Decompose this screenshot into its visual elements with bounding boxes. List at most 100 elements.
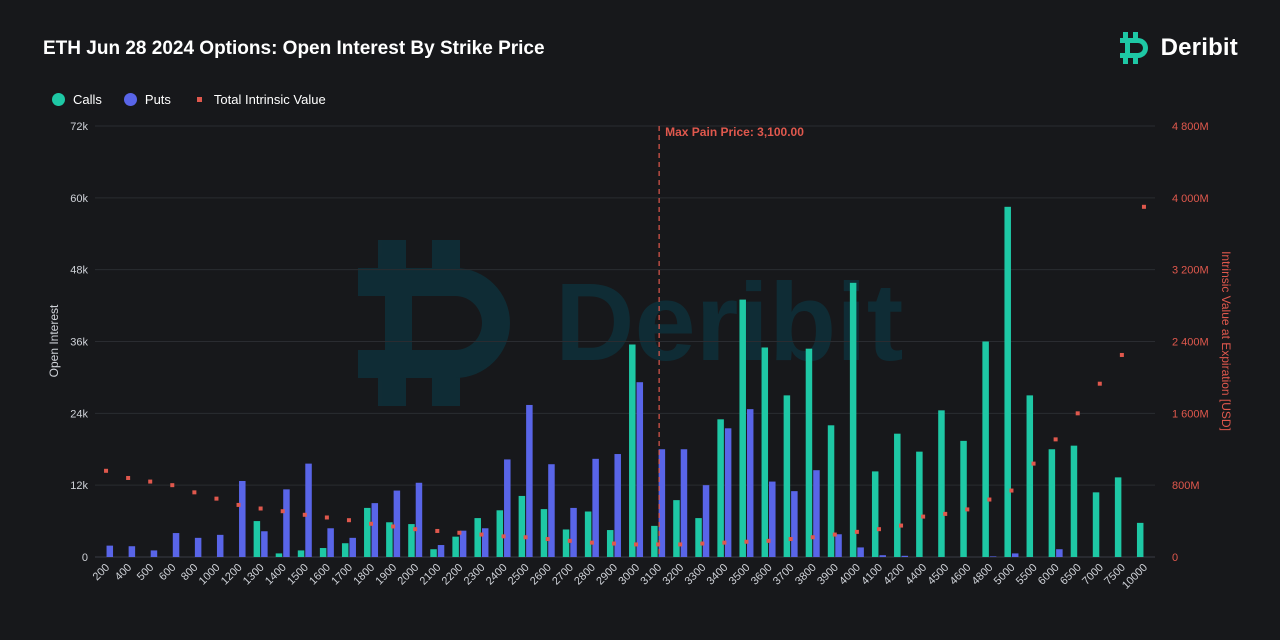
legend-intrinsic-label: Total Intrinsic Value <box>213 92 326 107</box>
puts-bar <box>857 547 864 557</box>
y-tick-label: 12k <box>70 480 88 492</box>
puts-bar <box>504 459 511 557</box>
x-tick-label: 1200 <box>219 562 245 588</box>
calls-bar <box>894 433 901 557</box>
intrinsic-value-point <box>921 514 926 519</box>
x-tick-label: 4600 <box>948 562 974 588</box>
intrinsic-value-point <box>1075 411 1080 416</box>
intrinsic-value-point <box>258 506 263 511</box>
puts-bar <box>769 481 776 557</box>
x-tick-label: 3100 <box>638 562 664 588</box>
intrinsic-value-point <box>391 524 396 529</box>
bar-series <box>106 206 1144 557</box>
intrinsic-value-point <box>589 540 594 545</box>
calls-bar <box>275 553 283 557</box>
legend-item-calls[interactable]: Calls <box>52 92 102 107</box>
max-pain-label: Max Pain Price: 3,100.00 <box>665 125 804 139</box>
calls-bar <box>562 529 570 557</box>
x-tick-label: 1400 <box>263 562 289 588</box>
intrinsic-value-point <box>832 532 837 537</box>
x-tick-label: 3200 <box>661 562 687 588</box>
intrinsic-value-point <box>1141 204 1146 209</box>
y2-axis-label: Intrinsic Value at Expiration [USD] <box>1219 251 1233 431</box>
calls-bar <box>1136 522 1144 557</box>
calls-bar <box>1048 449 1056 557</box>
x-tick-label: 2100 <box>418 562 444 588</box>
x-tick-label: 3000 <box>616 562 642 588</box>
legend-item-puts[interactable]: Puts <box>123 92 171 107</box>
x-tick-label: 4200 <box>881 562 907 588</box>
y-axis-ticks: 0 12k 24k 36k 48k 60k 72k <box>70 121 88 564</box>
puts-bar <box>349 537 356 557</box>
intrinsic-value-point <box>126 475 131 480</box>
x-tick-label: 500 <box>135 562 156 583</box>
x-tick-label: 3600 <box>749 562 775 588</box>
x-tick-label: 3800 <box>793 562 819 588</box>
intrinsic-value-point <box>1097 381 1102 386</box>
intrinsic-value-point <box>435 528 440 533</box>
puts-bar <box>702 485 710 557</box>
puts-bar <box>658 449 666 557</box>
y2-tick-label: 4 800M <box>1172 121 1209 133</box>
intrinsic-value-point <box>148 479 153 484</box>
y2-tick-label: 4 000M <box>1172 193 1209 205</box>
legend-puts-marker <box>123 93 137 106</box>
x-tick-label: 5500 <box>1014 562 1040 588</box>
legend-calls-marker <box>52 93 65 106</box>
calls-bar <box>761 347 769 557</box>
x-tick-label: 600 <box>157 562 178 583</box>
intrinsic-value-point <box>744 539 749 544</box>
x-tick-label: 4800 <box>970 562 996 588</box>
puts-bar <box>106 545 114 557</box>
calls-bar <box>319 548 327 557</box>
intrinsic-value-point <box>943 511 948 516</box>
legend-item-intrinsic[interactable]: Total Intrinsic Value <box>193 92 326 107</box>
intrinsic-value-point <box>280 509 285 514</box>
legend-puts-label: Puts <box>144 92 171 107</box>
intrinsic-value-point <box>656 542 661 547</box>
x-tick-label: 200 <box>91 562 112 583</box>
calls-bar <box>496 510 504 557</box>
watermark: Deribit <box>358 240 903 406</box>
intrinsic-value-point <box>634 542 639 547</box>
puts-bar <box>393 490 401 557</box>
deribit-logo: Deribit <box>1119 30 1238 66</box>
calls-bar <box>518 495 526 557</box>
calls-bar <box>960 440 967 557</box>
calls-bar <box>1092 492 1100 557</box>
intrinsic-value-point <box>899 523 904 528</box>
y2-tick-label: 2 400M <box>1172 337 1209 349</box>
x-tick-label: 1000 <box>197 562 223 588</box>
calls-bar <box>827 425 835 557</box>
calls-bar <box>673 500 680 557</box>
intrinsic-value-point <box>214 496 219 501</box>
intrinsic-value-point <box>501 534 506 539</box>
puts-bar <box>239 480 246 557</box>
x-tick-label: 2400 <box>484 562 510 588</box>
y2-tick-label: 0 <box>1172 552 1178 564</box>
x-tick-label: 2700 <box>550 562 576 588</box>
legend-intrinsic-marker <box>196 97 202 102</box>
puts-bar <box>746 409 754 557</box>
calls-bar <box>1026 395 1034 557</box>
intrinsic-value-point <box>104 468 109 473</box>
calls-bar <box>805 348 813 557</box>
puts-bar <box>1011 553 1019 557</box>
calls-bar <box>938 410 945 557</box>
intrinsic-value-point <box>854 529 859 534</box>
puts-bar <box>172 533 180 557</box>
intrinsic-value-point <box>1031 461 1036 466</box>
y2-tick-label: 800M <box>1172 480 1200 492</box>
watermark-logo-icon <box>358 240 510 406</box>
puts-bar <box>989 556 997 557</box>
intrinsic-value-point <box>1119 352 1124 357</box>
puts-bar <box>371 503 379 557</box>
intrinsic-value-point <box>523 535 528 540</box>
calls-bar <box>1114 477 1122 557</box>
intrinsic-value-point <box>567 538 572 543</box>
calls-bar <box>1004 206 1011 557</box>
watermark-text: Deribit <box>555 261 903 384</box>
puts-bar <box>459 530 467 557</box>
intrinsic-value-point <box>324 515 329 520</box>
